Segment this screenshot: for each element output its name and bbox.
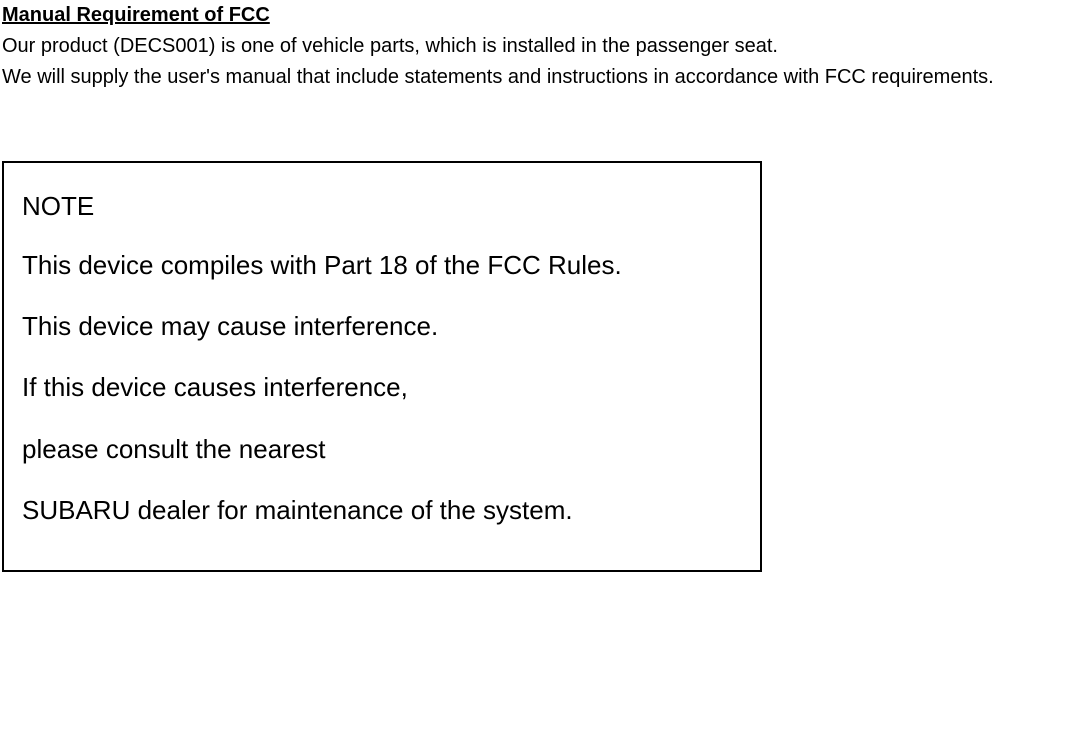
note-line: This device compiles with Part 18 of the… <box>22 250 742 281</box>
note-line: SUBARU dealer for maintenance of the sys… <box>22 495 742 526</box>
document-title: Manual Requirement of FCC <box>2 4 1083 27</box>
intro-line-1: Our product (DECS001) is one of vehicle … <box>2 33 1083 60</box>
note-heading: NOTE <box>22 191 742 222</box>
document-page: Manual Requirement of FCC Our product (D… <box>0 0 1083 572</box>
note-box: NOTE This device compiles with Part 18 o… <box>2 161 762 572</box>
note-line: If this device causes interference, <box>22 372 742 403</box>
intro-line-2: We will supply the user's manual that in… <box>2 64 1083 91</box>
note-line: This device may cause interference. <box>22 311 742 342</box>
note-line: please consult the nearest <box>22 434 742 465</box>
